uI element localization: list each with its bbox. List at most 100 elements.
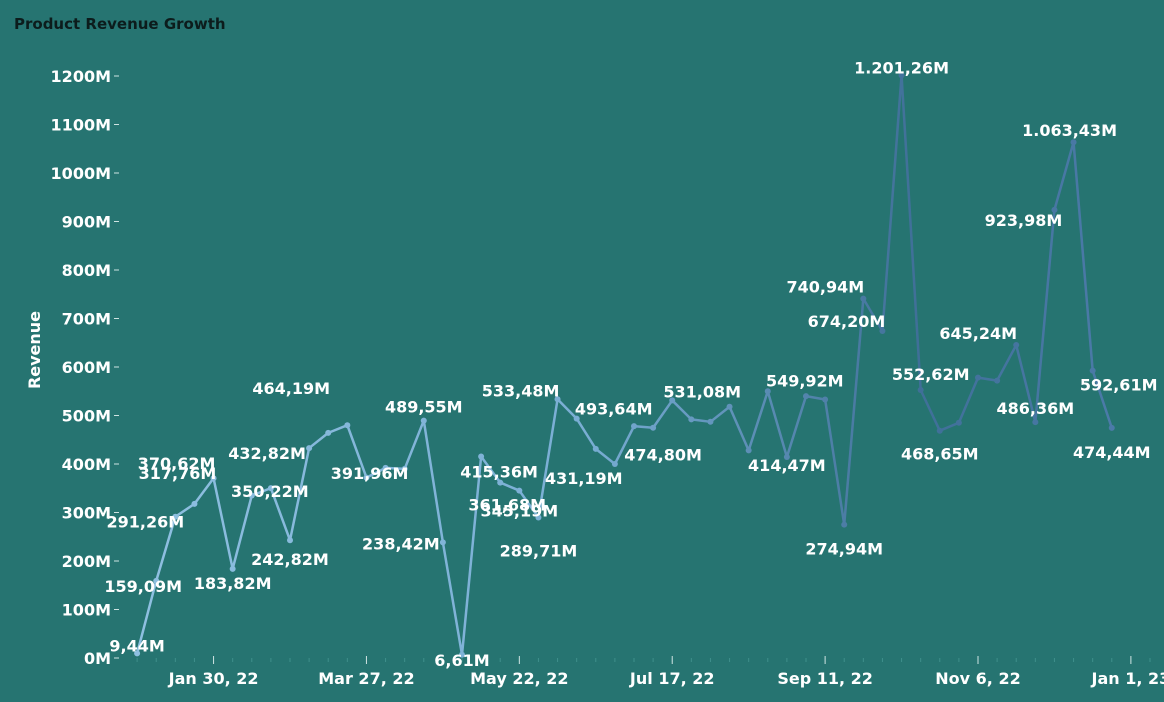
y-axis-label: Revenue bbox=[25, 311, 44, 389]
data-point bbox=[153, 577, 160, 584]
data-point bbox=[248, 492, 255, 499]
data-point bbox=[439, 539, 446, 546]
data-label: 242,82M bbox=[251, 550, 329, 569]
data-label: 415,36M bbox=[460, 463, 538, 482]
data-point bbox=[459, 651, 465, 658]
y-tick-label: 400M bbox=[62, 455, 111, 474]
y-tick-label: 1200M bbox=[51, 67, 111, 86]
data-label: 291,26M bbox=[106, 513, 184, 532]
x-tick-label: May 22, 22 bbox=[470, 669, 568, 688]
data-point bbox=[1070, 139, 1077, 146]
x-tick-label: Mar 27, 22 bbox=[318, 669, 414, 688]
data-label: 533,48M bbox=[482, 381, 560, 400]
data-label: 489,55M bbox=[385, 398, 463, 417]
data-point bbox=[669, 397, 676, 404]
data-point bbox=[975, 374, 981, 381]
data-point bbox=[650, 424, 657, 431]
data-label: 370,62M bbox=[138, 454, 216, 473]
x-tick-label: Sep 11, 22 bbox=[777, 669, 873, 688]
data-point bbox=[382, 464, 389, 471]
data-label: 350,22M bbox=[231, 482, 309, 501]
data-point bbox=[325, 429, 332, 436]
data-point bbox=[917, 386, 924, 393]
y-tick-label: 0M bbox=[84, 649, 111, 668]
data-point bbox=[955, 419, 962, 426]
data-point bbox=[803, 393, 809, 400]
data-label: 274,94M bbox=[805, 540, 883, 559]
data-label: 391,96M bbox=[331, 464, 409, 483]
y-tick-label: 900M bbox=[62, 213, 111, 232]
data-point bbox=[726, 403, 733, 410]
data-label: 345,19M bbox=[480, 502, 558, 521]
data-point bbox=[1032, 419, 1039, 426]
data-label: 183,82M bbox=[194, 574, 272, 593]
x-tick-label: Jan 30, 22 bbox=[168, 669, 259, 688]
data-point bbox=[134, 650, 141, 657]
data-point bbox=[478, 453, 485, 460]
y-tick-label: 100M bbox=[62, 601, 111, 620]
y-tick-label: 300M bbox=[62, 504, 111, 523]
data-label: 414,47M bbox=[748, 456, 826, 475]
data-point bbox=[420, 417, 427, 424]
data-point bbox=[267, 485, 274, 492]
x-tick-label: Jan 1, 23 bbox=[1091, 669, 1164, 688]
revenue-series bbox=[134, 72, 1115, 658]
data-label: 238,42M bbox=[362, 534, 440, 553]
data-point bbox=[898, 72, 905, 79]
y-tick-label: 500M bbox=[62, 407, 111, 426]
data-point bbox=[860, 295, 867, 302]
revenue-line bbox=[135, 74, 1113, 657]
data-point bbox=[573, 415, 580, 422]
y-tick-label: 800M bbox=[62, 261, 111, 280]
data-point bbox=[287, 537, 293, 544]
data-point bbox=[363, 474, 370, 481]
y-tick-label: 700M bbox=[62, 310, 111, 329]
data-point bbox=[783, 453, 790, 460]
data-label: 432,82M bbox=[228, 444, 306, 463]
data-label: 740,94M bbox=[786, 278, 864, 297]
data-label: 674,20M bbox=[808, 312, 886, 331]
data-label: 317,76M bbox=[139, 464, 217, 483]
data-label: 923,98M bbox=[985, 211, 1063, 230]
data-point bbox=[229, 565, 236, 572]
data-label: 592,61M bbox=[1080, 376, 1158, 395]
data-point bbox=[516, 487, 523, 494]
data-label: 474,80M bbox=[624, 446, 702, 465]
data-label: 1.201,26M bbox=[854, 58, 949, 77]
data-label: 6,61M bbox=[434, 651, 489, 670]
data-label: 159,09M bbox=[104, 577, 182, 596]
data-point bbox=[535, 514, 542, 521]
data-point bbox=[745, 447, 752, 454]
data-point bbox=[554, 396, 561, 403]
x-axis: Jan 30, 22 Mar 27, 22 May 22, 22 Jul 17, 22… bbox=[136, 656, 1164, 688]
y-tick-label: 1100M bbox=[51, 116, 111, 135]
data-label: 1.063,43M bbox=[1022, 121, 1117, 140]
y-tick-label: 1000M bbox=[51, 164, 111, 183]
data-point bbox=[707, 418, 714, 425]
data-label: 552,62M bbox=[892, 365, 970, 384]
y-tick-label: 600M bbox=[62, 358, 111, 377]
data-label: 549,92M bbox=[766, 371, 844, 390]
data-point bbox=[191, 500, 198, 507]
data-point bbox=[1051, 206, 1058, 213]
data-point bbox=[822, 396, 829, 403]
data-point bbox=[936, 427, 943, 434]
x-tick-label: Jul 17, 22 bbox=[629, 669, 715, 688]
y-tick-label: 200M bbox=[62, 552, 111, 571]
data-point bbox=[688, 416, 695, 423]
data-label: 468,65M bbox=[901, 445, 979, 464]
y-axis: 0M 100M 200M 300M 400M 500M 600M 700M 800M 900M 10… bbox=[51, 67, 119, 668]
data-label: 486,36M bbox=[996, 399, 1074, 418]
data-point bbox=[172, 513, 179, 520]
data-point bbox=[764, 388, 771, 395]
data-point bbox=[306, 445, 313, 452]
data-label: 645,24M bbox=[939, 324, 1017, 343]
data-label: 9,44M bbox=[109, 636, 164, 655]
data-point bbox=[611, 461, 618, 467]
data-label: 361,68M bbox=[468, 496, 546, 515]
data-point bbox=[497, 479, 504, 486]
data-point bbox=[344, 422, 351, 429]
data-point bbox=[210, 475, 217, 482]
